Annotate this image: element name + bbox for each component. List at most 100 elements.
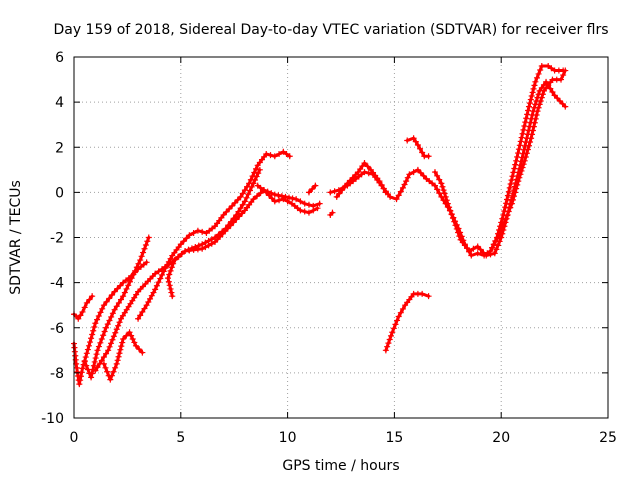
data-point — [126, 278, 133, 285]
data-point — [119, 339, 126, 346]
data-point — [361, 169, 368, 176]
data-point — [205, 242, 212, 249]
data-point — [536, 101, 543, 108]
data-point — [347, 177, 354, 184]
data-point — [509, 173, 516, 180]
data-point — [135, 315, 142, 322]
data-point — [545, 63, 552, 70]
data-point — [397, 188, 404, 195]
data-point — [114, 285, 121, 292]
data-point — [133, 264, 140, 271]
data-point — [341, 183, 348, 190]
data-point — [438, 180, 445, 187]
data-point — [355, 169, 362, 176]
data-point — [394, 317, 401, 324]
data-point — [425, 153, 432, 160]
data-point — [119, 312, 126, 319]
data-point — [141, 305, 148, 312]
data-point — [170, 260, 177, 267]
data-point — [286, 194, 293, 201]
data-point — [378, 181, 385, 188]
data-point — [159, 271, 166, 278]
data-point — [397, 309, 404, 316]
series-arc-7 — [164, 187, 323, 300]
data-point — [455, 229, 462, 236]
data-point — [98, 336, 105, 343]
data-point — [477, 246, 484, 253]
data-point — [106, 317, 113, 324]
data-point — [289, 195, 296, 202]
data-point — [107, 376, 114, 383]
data-point — [84, 366, 91, 373]
data-point — [301, 208, 308, 215]
data-point — [470, 245, 477, 252]
data-point — [251, 169, 258, 176]
data-point — [106, 343, 113, 350]
data-point — [527, 96, 534, 103]
data-point — [117, 346, 124, 353]
data-point — [143, 259, 150, 266]
data-point — [512, 189, 519, 196]
x-tick-label: 20 — [492, 430, 510, 446]
data-point — [101, 328, 108, 335]
data-point — [519, 164, 526, 171]
data-point — [441, 190, 448, 197]
data-point — [489, 244, 496, 251]
data-point — [123, 285, 130, 292]
data-point — [534, 108, 541, 115]
data-point — [168, 264, 175, 271]
data-point — [167, 285, 174, 292]
data-point — [117, 296, 124, 303]
data-point — [449, 215, 456, 222]
data-point — [556, 97, 563, 104]
data-point — [389, 329, 396, 336]
data-point — [237, 193, 244, 200]
data-point — [442, 193, 449, 200]
data-point — [533, 74, 540, 81]
data-point — [440, 187, 447, 194]
data-point — [116, 350, 123, 357]
data-point — [399, 305, 406, 312]
y-tick-label: 0 — [55, 185, 64, 201]
y-axis-label: SDTVAR / TECUs — [8, 180, 24, 295]
data-point — [103, 350, 110, 357]
data-point — [123, 306, 130, 313]
data-point — [234, 196, 241, 203]
data-point — [89, 370, 96, 377]
data-point — [401, 181, 408, 188]
data-point — [280, 148, 287, 155]
data-point — [385, 340, 392, 347]
data-point — [410, 169, 417, 176]
data-point — [168, 289, 175, 296]
data-point — [305, 189, 312, 196]
data-point — [97, 339, 104, 346]
data-point — [504, 212, 511, 219]
series-arc-2 — [71, 259, 150, 388]
data-point — [395, 313, 402, 320]
data-point — [91, 358, 98, 365]
data-point — [530, 85, 537, 92]
data-point — [220, 211, 227, 218]
data-point — [491, 250, 498, 257]
data-point — [357, 166, 364, 173]
data-point — [133, 291, 140, 298]
data-series — [71, 63, 569, 388]
data-point — [108, 340, 115, 347]
data-point — [145, 234, 152, 241]
data-point — [395, 192, 402, 199]
data-point — [309, 185, 316, 192]
data-point — [116, 319, 123, 326]
data-point — [511, 165, 518, 172]
data-point — [483, 252, 490, 259]
data-point — [76, 381, 83, 388]
data-point — [419, 149, 426, 156]
data-point — [515, 178, 522, 185]
data-point — [431, 182, 438, 189]
data-point — [271, 198, 278, 205]
data-point — [474, 250, 481, 257]
data-point — [95, 343, 102, 350]
data-point — [152, 270, 159, 277]
data-point — [500, 220, 507, 227]
data-point — [517, 138, 524, 145]
